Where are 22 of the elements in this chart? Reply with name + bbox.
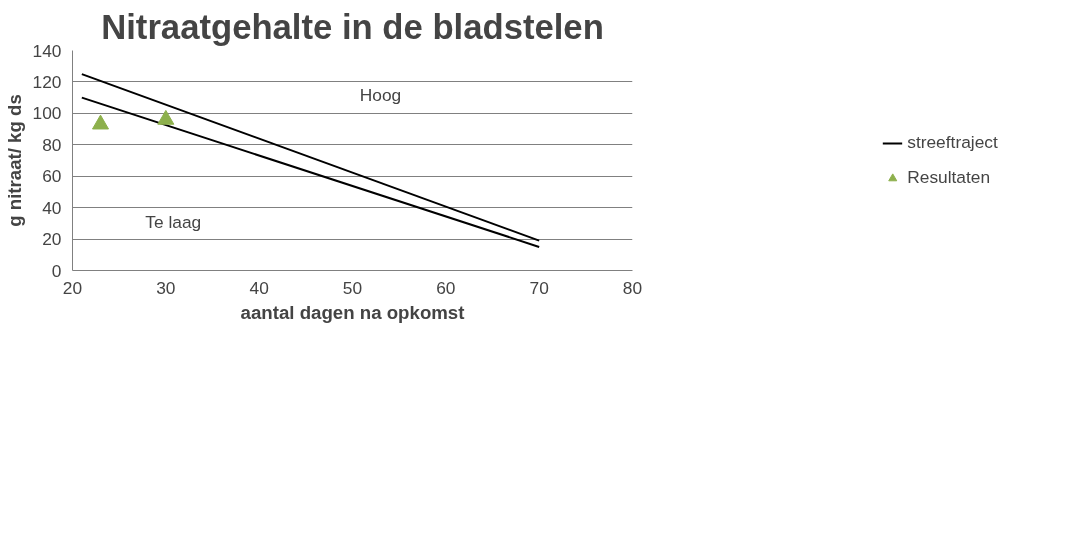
x-tick-label: 20 xyxy=(62,277,83,298)
legend-label: streeftraject xyxy=(907,132,998,153)
annotation: Hoog xyxy=(359,84,402,105)
y-tick-label: 0 xyxy=(51,260,62,281)
chart-title: Nitraatgehalte in de bladstelen xyxy=(101,7,604,46)
y-axis-title: g nitraat/ kg ds xyxy=(3,94,25,227)
y-tick-label: 60 xyxy=(42,166,62,187)
legend-label: Resultaten xyxy=(907,167,991,188)
y-tick-label: 40 xyxy=(42,197,62,218)
x-tick-label: 80 xyxy=(622,277,643,298)
y-tick-label: 140 xyxy=(32,40,62,61)
y-tick-label: 20 xyxy=(42,229,62,250)
x-tick-label: 30 xyxy=(156,277,176,298)
x-tick-label: 50 xyxy=(342,277,363,298)
x-tick-label: 60 xyxy=(436,277,456,298)
y-tick-label: 120 xyxy=(32,71,62,92)
x-tick-label: 40 xyxy=(249,277,269,298)
x-axis-title: aantal dagen na opkomst xyxy=(240,301,465,323)
x-tick-label: 70 xyxy=(529,277,549,298)
y-tick-label: 100 xyxy=(32,103,62,124)
y-tick-label: 80 xyxy=(42,134,62,155)
annotation: Te laag xyxy=(145,212,202,233)
